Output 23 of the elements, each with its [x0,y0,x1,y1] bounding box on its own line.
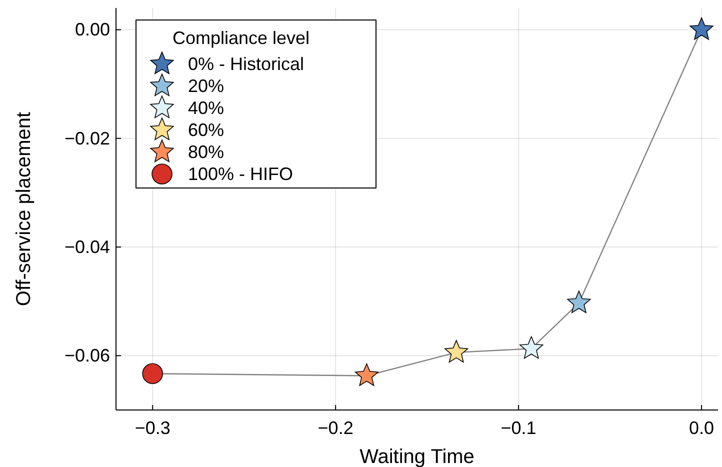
point [444,340,468,363]
legend-label: 0% - Historical [188,54,304,74]
y-tick-label: −0.02 [64,128,110,148]
x-tick-label: 0.0 [689,418,714,438]
y-axis-title: Off-service placement [13,111,35,306]
point [142,363,163,384]
point [354,363,378,386]
x-tick-label: −0.3 [134,418,170,438]
y-tick-label: −0.06 [64,346,110,366]
point [520,336,544,359]
legend-label: 40% [188,98,224,118]
legend-label: 20% [188,76,224,96]
legend-label: 100% - HIFO [188,164,294,184]
legend-title: Compliance level [172,28,310,48]
x-tick-label: −0.2 [318,418,354,438]
point [690,17,714,40]
y-tick-label: −0.04 [64,237,110,258]
legend-label: 60% [188,120,224,140]
x-tick-label: −0.1 [500,418,536,438]
legend-label: 80% [188,142,224,162]
y-tick-label: 0.00 [74,20,110,40]
x-axis-title: Waiting Time [360,446,474,467]
point [567,290,591,314]
